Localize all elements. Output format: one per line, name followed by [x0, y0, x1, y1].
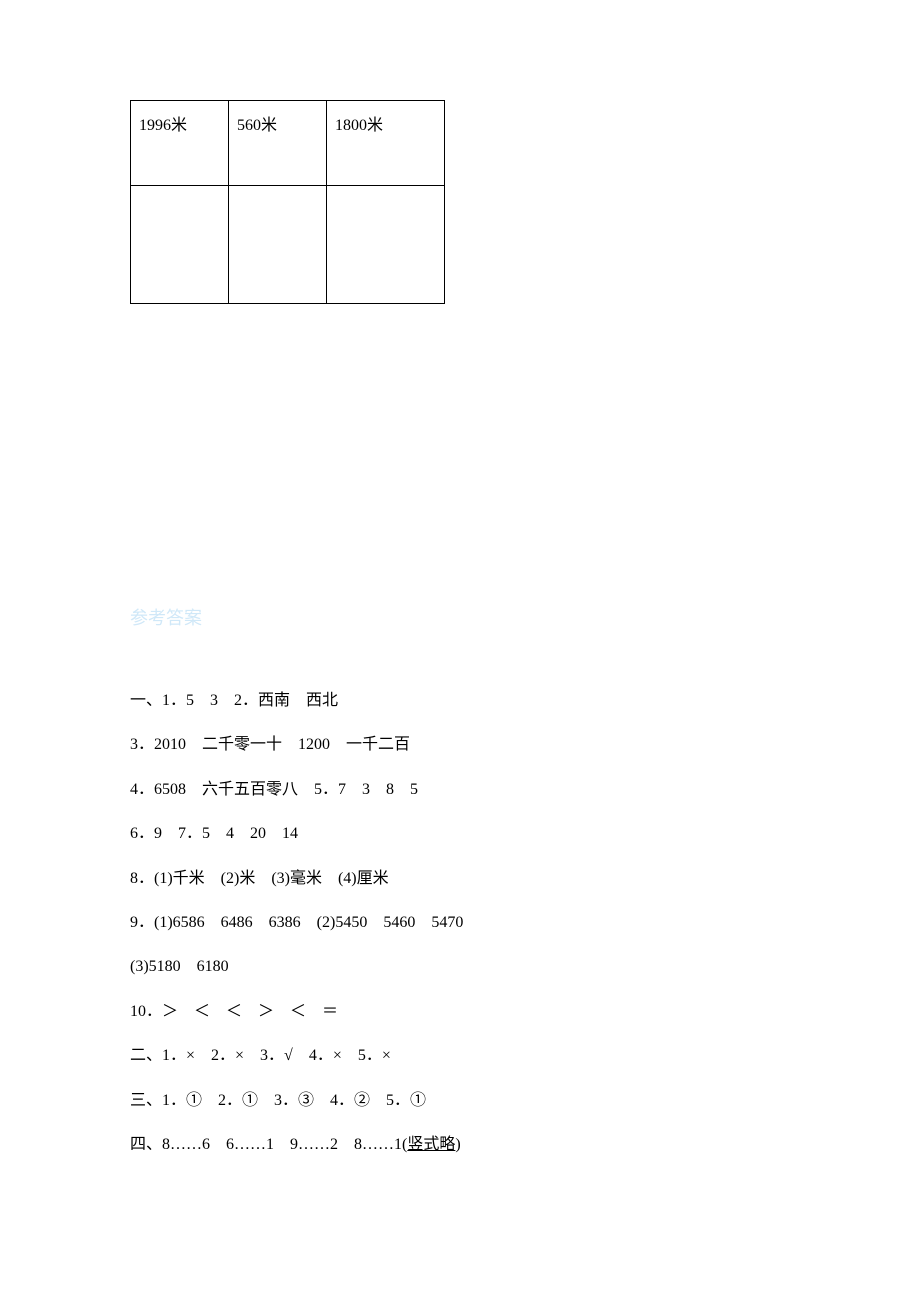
answer-lines: 一、1．5 3 2．西南 西北 3．2010 二千零一十 1200 一千二百 4…	[130, 690, 790, 1156]
answer-line: 三、1．① 2．① 3．③ 4．② 5．①	[130, 1090, 790, 1112]
table-cell: 1800米	[327, 101, 445, 186]
answer-line: 6．9 7．5 4 20 14	[130, 823, 790, 845]
answer-line: 4．6508 六千五百零八 5．7 3 8 5	[130, 779, 790, 801]
answer-text-underline: 竖式略	[407, 1136, 455, 1153]
table-cell-empty	[327, 186, 445, 304]
answer-line: (3)5180 6180	[130, 956, 790, 978]
data-table-wrapper: 1996米 560米 1800米	[130, 100, 790, 304]
answer-line: 8．(1)千米 (2)米 (3)毫米 (4)厘米	[130, 868, 790, 890]
table-cell-empty	[229, 186, 327, 304]
answer-line: 10．＞ ＜ ＜ ＞ ＜ ＝	[130, 1001, 790, 1023]
answer-text: )	[455, 1136, 460, 1153]
table-cell: 1996米	[131, 101, 229, 186]
table-cell-empty	[131, 186, 229, 304]
table-row: 1996米 560米 1800米	[131, 101, 445, 186]
answer-key-label: 参考答案	[130, 604, 790, 630]
answer-line: 3．2010 二千零一十 1200 一千二百	[130, 734, 790, 756]
answer-line: 二、1．× 2．× 3．√ 4．× 5．×	[130, 1045, 790, 1067]
table-cell: 560米	[229, 101, 327, 186]
table-row	[131, 186, 445, 304]
data-table: 1996米 560米 1800米	[130, 100, 445, 304]
answer-text: 四、8……6 6……1 9……2 8……1(	[130, 1136, 407, 1153]
answer-line: 一、1．5 3 2．西南 西北	[130, 690, 790, 712]
answer-line: 9．(1)6586 6486 6386 (2)5450 5460 5470	[130, 912, 790, 934]
answer-line: 四、8……6 6……1 9……2 8……1(竖式略)	[130, 1134, 790, 1156]
